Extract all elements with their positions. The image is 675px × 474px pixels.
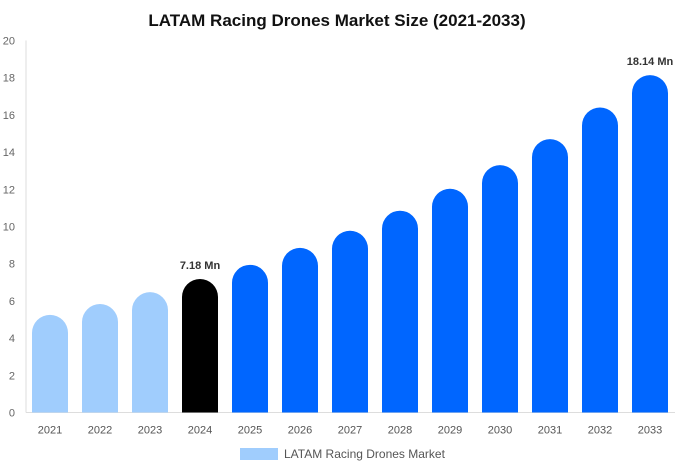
- x-tick-label: 2025: [238, 425, 262, 437]
- bar-2027[interactable]: [332, 230, 368, 413]
- bar-2032[interactable]: [582, 107, 618, 413]
- x-tick-label: 2032: [588, 425, 612, 437]
- data-label-2033: 18.14 Mn: [627, 56, 674, 68]
- chart-title: LATAM Racing Drones Market Size (2021-20…: [148, 11, 525, 30]
- x-tick-label: 2024: [188, 425, 212, 437]
- x-tick-label: 2023: [138, 425, 162, 437]
- y-tick-label: 2: [9, 370, 15, 382]
- x-tick-label: 2028: [388, 425, 412, 437]
- y-tick-label: 12: [3, 184, 15, 196]
- bar-2025[interactable]: [232, 264, 268, 413]
- x-tick-label: 2026: [288, 425, 312, 437]
- y-tick-label: 14: [3, 147, 15, 159]
- y-tick-label: 16: [3, 110, 15, 122]
- x-tick-label: 2031: [538, 425, 562, 437]
- data-label-2024: 7.18 Mn: [180, 260, 221, 272]
- legend-label: LATAM Racing Drones Market: [284, 447, 446, 461]
- x-tick-label: 2022: [88, 425, 112, 437]
- bar-2033[interactable]: [632, 75, 668, 413]
- bar-2021[interactable]: [32, 314, 68, 413]
- legend-swatch: [240, 448, 278, 460]
- x-tick-label: 2033: [638, 425, 662, 437]
- bar-2022[interactable]: [82, 304, 118, 413]
- bar-2024[interactable]: [182, 278, 218, 413]
- bar-2030[interactable]: [482, 165, 518, 413]
- bar-2023[interactable]: [132, 292, 168, 413]
- legend: LATAM Racing Drones Market: [240, 447, 446, 461]
- x-tick-label: 2029: [438, 425, 462, 437]
- x-tick-label: 2021: [38, 425, 62, 437]
- y-tick-label: 20: [3, 36, 15, 48]
- y-tick-label: 4: [9, 333, 15, 345]
- x-tick-label: 2027: [338, 425, 362, 437]
- bar-2031[interactable]: [532, 139, 568, 413]
- y-tick-label: 6: [9, 296, 15, 308]
- bar-2028[interactable]: [382, 210, 418, 413]
- y-tick-label: 18: [3, 73, 15, 85]
- x-tick-label: 2030: [488, 425, 512, 437]
- y-tick-label: 0: [9, 408, 15, 420]
- y-tick-label: 8: [9, 259, 15, 271]
- bar-2026[interactable]: [282, 247, 318, 413]
- y-tick-label: 10: [3, 222, 15, 234]
- bar-2029[interactable]: [432, 188, 468, 413]
